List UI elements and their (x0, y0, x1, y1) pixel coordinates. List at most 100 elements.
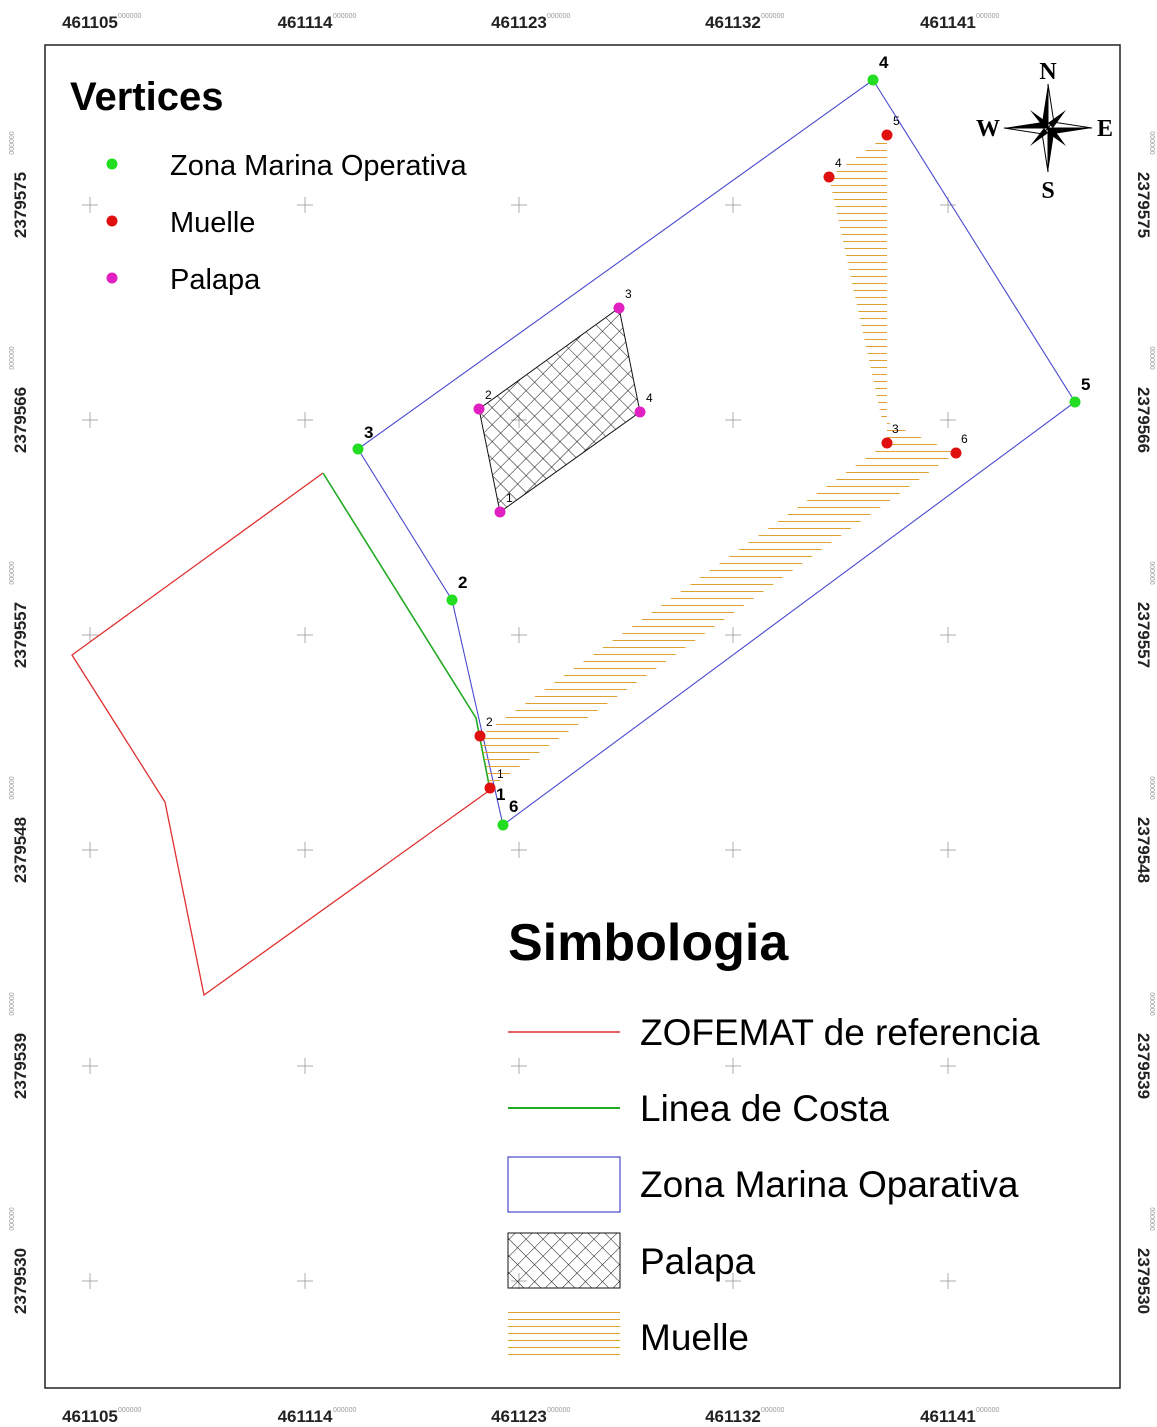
x-tick-decimals: 000000 (118, 13, 141, 20)
grid-cross (297, 627, 313, 643)
x-tick-bottom-461105: 461105 (62, 1407, 118, 1426)
grid-cross (511, 1058, 527, 1074)
muelle-vertex-6 (950, 447, 962, 459)
zona-label-4: 4 (879, 53, 889, 72)
muelle-label-6: 6 (961, 432, 968, 446)
simbologia-title: Simbologia (508, 914, 789, 972)
compass-north: N (1039, 59, 1057, 85)
y-tick-decimals: 000000 (1148, 561, 1155, 584)
y-tick-decimals: 000000 (9, 776, 16, 799)
zona-vertex-6 (497, 819, 509, 831)
y-tick-decimals: 000000 (1148, 346, 1155, 369)
y-tick-right-2379575: 2379575 (1134, 172, 1153, 238)
x-tick-top-461132: 461132 (705, 13, 761, 32)
simbologia-legend: Simbologia ZOFEMAT de referencia Linea d… (507, 914, 1040, 1360)
legend-label-palapa: Palapa (170, 264, 261, 296)
y-tick-left-2379557: 2379557 (11, 602, 30, 668)
muelle-vertex-2 (474, 730, 486, 742)
grid-cross (297, 1273, 313, 1289)
north-arrow-icon: N S W E (976, 59, 1113, 204)
y-tick-left-2379539: 2379539 (11, 1033, 30, 1099)
y-tick-right-2379539: 2379539 (1134, 1033, 1153, 1099)
zona-label-3: 3 (364, 423, 373, 442)
y-tick-decimals: 000000 (1148, 131, 1155, 154)
muelle-label-2: 2 (486, 715, 493, 729)
palapa-vertex-4 (634, 406, 646, 418)
y-tick-decimals: 000000 (9, 346, 16, 369)
x-tick-bottom-461114: 461114 (278, 1407, 333, 1426)
grid-cross (511, 627, 527, 643)
grid-cross (725, 412, 741, 428)
zona-vertex-3 (352, 443, 364, 455)
zona-vertices (352, 74, 1081, 831)
zona-vertex-2 (446, 594, 458, 606)
palapa-label-2: 2 (485, 388, 492, 402)
zofemat-polygon (71, 472, 491, 997)
muelle-label-1: 1 (497, 767, 504, 781)
zona-label-1: 1 (496, 785, 505, 804)
x-tick-top-461141: 461141 (920, 13, 976, 32)
x-tick-decimals: 000000 (761, 1407, 784, 1414)
legend-dot-zona (106, 158, 118, 170)
grid-cross (940, 627, 956, 643)
grid-cross (725, 1058, 741, 1074)
palapa-vertex-1 (494, 506, 506, 518)
grid-cross (297, 197, 313, 213)
grid-cross (725, 197, 741, 213)
x-tick-decimals: 000000 (976, 13, 999, 20)
symbol-label-muelle: Muelle (640, 1317, 749, 1358)
grid-cross (725, 842, 741, 858)
symbol-label-costa: Linea de Costa (640, 1088, 889, 1129)
grid-cross (297, 412, 313, 428)
x-tick-bottom-461132: 461132 (705, 1407, 761, 1426)
muelle-polygon (480, 135, 956, 788)
y-tick-decimals: 000000 (9, 131, 16, 154)
grid-cross (297, 842, 313, 858)
grid-cross (297, 1058, 313, 1074)
grid-cross (82, 1273, 98, 1289)
muelle-vertex-5 (881, 129, 893, 141)
x-tick-top-461123: 461123 (491, 13, 547, 32)
legend-label-muelle: Muelle (170, 207, 255, 239)
x-tick-decimals: 000000 (333, 1407, 356, 1414)
zona-vertex-4 (867, 74, 879, 86)
muelle-vertex-3 (881, 437, 893, 449)
zona-marina-operativa-polygon (357, 79, 1076, 826)
muelle-vertices (474, 129, 962, 794)
x-tick-decimals: 000000 (547, 1407, 570, 1414)
compass-west: W (976, 116, 1000, 142)
grid-cross (82, 627, 98, 643)
muelle-label-5: 5 (893, 114, 900, 128)
grid-cross (725, 627, 741, 643)
muelle-vertex-4 (823, 171, 835, 183)
zona-label-6: 6 (509, 797, 518, 816)
y-tick-right-2379566: 2379566 (1134, 387, 1153, 453)
y-tick-right-2379557: 2379557 (1134, 602, 1153, 668)
x-tick-decimals: 000000 (118, 1407, 141, 1414)
y-tick-left-2379575: 2379575 (11, 172, 30, 238)
grid-cross (82, 1058, 98, 1074)
zona-label-5: 5 (1081, 375, 1090, 394)
palapa-label-1: 1 (506, 491, 513, 505)
y-tick-decimals: 000000 (9, 992, 16, 1015)
x-tick-bottom-461123: 461123 (491, 1407, 547, 1426)
symbol-muelle-box (508, 1310, 620, 1360)
muelle-vertex-1 (484, 782, 496, 794)
vertices-legend: Vertices Zona Marina Operativa Muelle Pa… (70, 75, 467, 296)
y-tick-decimals: 000000 (1148, 992, 1155, 1015)
palapa-vertex-2 (473, 403, 485, 415)
grid-cross (82, 842, 98, 858)
symbol-label-zona: Zona Marina Oparativa (640, 1164, 1019, 1205)
y-tick-right-2379548: 2379548 (1134, 817, 1153, 883)
compass-east: E (1097, 116, 1113, 142)
linea-de-costa (322, 472, 491, 791)
zona-label-2: 2 (458, 573, 467, 592)
grid-cross (940, 412, 956, 428)
grid-cross (940, 842, 956, 858)
y-tick-decimals: 000000 (1148, 1207, 1155, 1230)
muelle-label-4: 4 (835, 156, 842, 170)
symbol-label-palapa: Palapa (640, 1241, 756, 1282)
symbol-label-zofemat: ZOFEMAT de referencia (640, 1012, 1040, 1053)
grid-cross (82, 412, 98, 428)
